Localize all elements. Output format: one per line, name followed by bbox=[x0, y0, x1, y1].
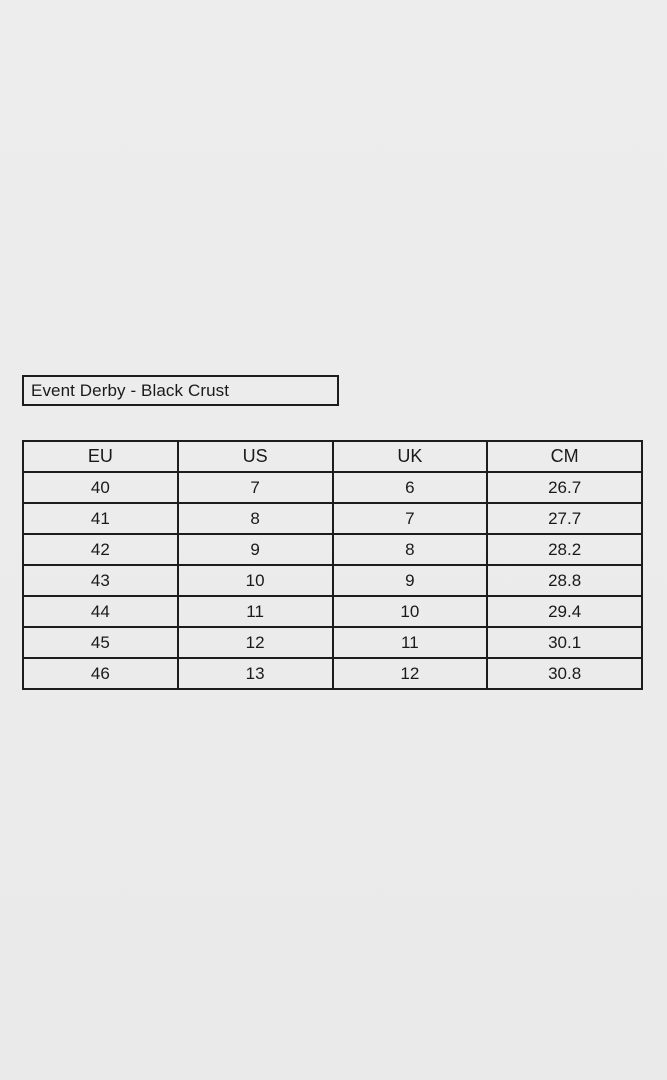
table-row: 46 13 12 30.8 bbox=[22, 657, 643, 690]
table-cell: 44 bbox=[22, 595, 179, 628]
column-header-uk: UK bbox=[331, 440, 489, 473]
table-cell: 30.1 bbox=[486, 626, 643, 659]
table-cell: 8 bbox=[176, 502, 334, 535]
table-row: 41 8 7 27.7 bbox=[22, 502, 643, 535]
table-cell: 9 bbox=[331, 564, 489, 597]
column-header-eu: EU bbox=[22, 440, 179, 473]
size-chart-title-box: Event Derby - Black Crust bbox=[22, 375, 339, 406]
size-chart-header-row: EU US UK CM bbox=[22, 440, 643, 473]
table-row: 43 10 9 28.8 bbox=[22, 564, 643, 597]
table-cell: 45 bbox=[22, 626, 179, 659]
table-cell: 26.7 bbox=[486, 471, 643, 504]
table-cell: 29.4 bbox=[486, 595, 643, 628]
table-cell: 7 bbox=[331, 502, 489, 535]
table-cell: 10 bbox=[331, 595, 489, 628]
table-cell: 11 bbox=[331, 626, 489, 659]
table-cell: 8 bbox=[331, 533, 489, 566]
table-row: 42 9 8 28.2 bbox=[22, 533, 643, 566]
table-cell: 42 bbox=[22, 533, 179, 566]
size-chart-table: EU US UK CM 40 7 6 26.7 41 8 7 27.7 42 9 8 28.2 43 10 9 28… bbox=[22, 440, 643, 690]
table-cell: 6 bbox=[331, 471, 489, 504]
table-cell: 9 bbox=[176, 533, 334, 566]
table-cell: 30.8 bbox=[486, 657, 643, 690]
table-row: 44 11 10 29.4 bbox=[22, 595, 643, 628]
size-chart-body: 40 7 6 26.7 41 8 7 27.7 42 9 8 28.2 43 10 9 28.8 44 11 10 2… bbox=[22, 471, 643, 690]
size-chart-title: Event Derby - Black Crust bbox=[31, 380, 230, 400]
size-chart-header: EU US UK CM bbox=[22, 440, 643, 473]
table-cell: 28.8 bbox=[486, 564, 643, 597]
table-cell: 40 bbox=[22, 471, 179, 504]
table-cell: 13 bbox=[176, 657, 334, 690]
table-cell: 43 bbox=[22, 564, 179, 597]
table-cell: 12 bbox=[176, 626, 334, 659]
table-cell: 11 bbox=[176, 595, 334, 628]
table-cell: 28.2 bbox=[486, 533, 643, 566]
table-cell: 10 bbox=[176, 564, 334, 597]
table-row: 45 12 11 30.1 bbox=[22, 626, 643, 659]
table-cell: 12 bbox=[331, 657, 489, 690]
table-cell: 27.7 bbox=[486, 502, 643, 535]
table-cell: 41 bbox=[22, 502, 179, 535]
table-cell: 7 bbox=[176, 471, 334, 504]
column-header-us: US bbox=[176, 440, 334, 473]
table-row: 40 7 6 26.7 bbox=[22, 471, 643, 504]
table-cell: 46 bbox=[22, 657, 179, 690]
column-header-cm: CM bbox=[486, 440, 643, 473]
